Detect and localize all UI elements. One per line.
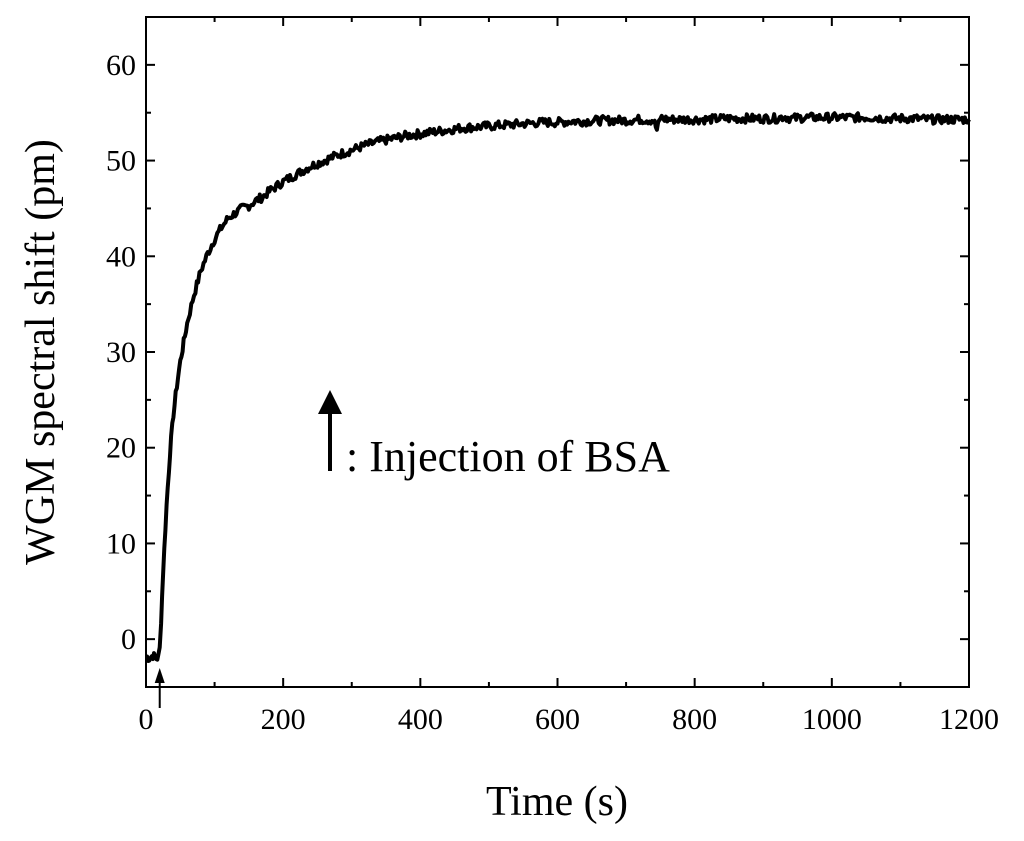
y-tick-label: 0: [121, 623, 136, 656]
x-tick-label: 1200: [939, 703, 999, 736]
y-tick-label: 50: [106, 145, 136, 178]
x-tick-label: 0: [139, 703, 154, 736]
x-tick-label: 200: [261, 703, 306, 736]
x-tick-label: 400: [398, 703, 443, 736]
x-axis-title: Time (s): [486, 779, 628, 825]
x-tick-label: 800: [672, 703, 717, 736]
y-tick-label: 20: [106, 432, 136, 465]
y-tick-label: 30: [106, 336, 136, 369]
injection-arrow-head: [154, 668, 165, 683]
mark-layer: 0 200 400 600 800 1000 1200 0 10 20 30 40 50 60: [106, 16, 999, 736]
y-tick-label: 10: [106, 527, 136, 560]
series-line: [145, 111, 971, 663]
x-tick-label: 1000: [802, 703, 862, 736]
annotation-arrow-head: [318, 390, 342, 414]
y-axis-title: WGM spectral shift (pm): [18, 139, 64, 565]
x-tick-label: 600: [535, 703, 580, 736]
y-tick-label: 60: [106, 49, 136, 82]
annotation-label: : Injection of BSA: [346, 432, 670, 481]
y-tick-label: 40: [106, 240, 136, 273]
